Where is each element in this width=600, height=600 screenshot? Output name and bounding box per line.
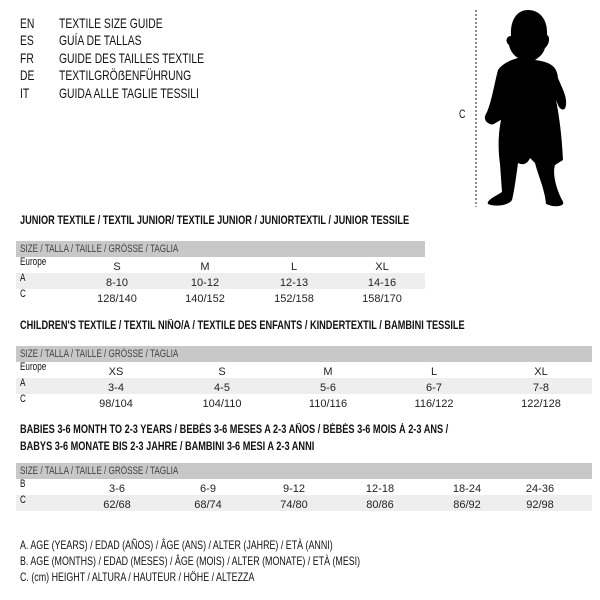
lang-code-en: EN [20, 15, 35, 31]
table-row: B 3-6 6-9 9-12 12-18 18-24 24-36 [20, 478, 555, 495]
legend-a: A. AGE (YEARS) / EDAD (AÑOS) / ÂGE (ANS)… [20, 538, 333, 552]
legend-c: C. (cm) HEIGHT / ALTURA / HAUTEUR / HÖHE… [20, 570, 255, 584]
table-row: Europe S M L XL [20, 256, 389, 273]
table-row: C 98/104 104/110 110/116 116/122 122/128 [20, 393, 561, 410]
table-row: Europe XS S M L XL [20, 361, 548, 378]
table-header: SIZE / TALLA / TAILLE / GRÖSSE / TAGLIA [16, 346, 592, 362]
babies-size-table: SIZE / TALLA / TAILLE / GRÖSSE / TAGLIA … [16, 463, 592, 511]
lang-title-de: TEXTILGRÖẞENFÜHRUNG [59, 67, 192, 83]
table-row: A 8-10 10-12 12-13 14-16 [16, 272, 425, 289]
lang-code-it: IT [20, 85, 30, 101]
lang-code-fr: FR [20, 50, 34, 66]
babies-section-title-line2: BABYS 3-6 MONATE BIS 2-3 JAHRE / BAMBINI… [20, 441, 315, 453]
lang-code-es: ES [20, 32, 34, 48]
table-header: SIZE / TALLA / TAILLE / GRÖSSE / TAGLIA [16, 241, 425, 257]
table-row: A 3-4 4-5 5-6 6-7 7-8 [16, 377, 592, 394]
lang-title-it: GUIDA ALLE TAGLIE TESSILI [59, 85, 199, 101]
children-size-table: SIZE / TALLA / TAILLE / GRÖSSE / TAGLIA … [16, 346, 592, 410]
lang-title-es: GUÍA DE TALLAS [59, 32, 142, 48]
lang-code-de: DE [20, 67, 35, 83]
child-silhouette-figure [475, 10, 567, 207]
lang-title-en: TEXTILE SIZE GUIDE [59, 15, 163, 31]
children-section-title: CHILDREN'S TEXTILE / TEXTIL NIÑO/A / TEX… [20, 320, 465, 332]
height-label: C [459, 107, 466, 121]
table-row: C 128/140 140/152 152/158 158/170 [20, 288, 402, 305]
legend-b: B. AGE (MONTHS) / EDAD (MESES) / ÂGE (MO… [20, 554, 361, 568]
junior-section-title: JUNIOR TEXTILE / TEXTIL JUNIOR/ TEXTILE … [20, 215, 410, 227]
table-header: SIZE / TALLA / TAILLE / GRÖSSE / TAGLIA [16, 463, 592, 479]
child-silhouette [484, 10, 567, 207]
table-row: C 62/68 68/74 74/80 80/86 86/92 92/98 [16, 494, 592, 511]
junior-size-table: SIZE / TALLA / TAILLE / GRÖSSE / TAGLIA … [16, 241, 425, 305]
lang-title-fr: GUIDE DES TAILLES TEXTILE [59, 50, 205, 66]
babies-section-title-line1: BABIES 3-6 MONTH TO 2-3 YEARS / BEBÉS 3-… [20, 424, 449, 436]
